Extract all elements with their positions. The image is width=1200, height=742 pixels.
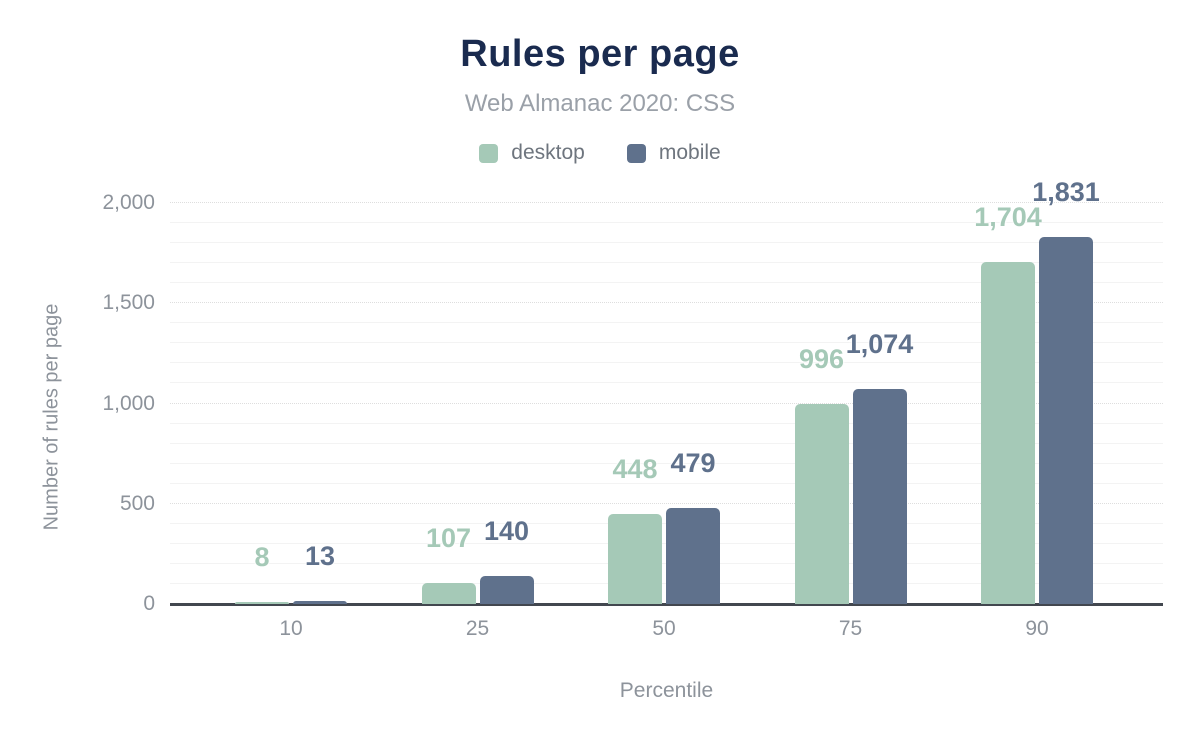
gridline-minor [170, 482, 1163, 484]
legend-label: mobile [658, 141, 721, 164]
legend-swatch-mobile [626, 143, 646, 163]
bar-value-label-desktop: 8 [254, 542, 270, 573]
y-tick-label: 2,000 [102, 191, 155, 214]
bar-value-label-mobile: 140 [483, 515, 530, 546]
gridline-minor [170, 362, 1163, 364]
y-tick-label: 0 [143, 592, 155, 615]
bar-desktop-p10 [235, 602, 289, 604]
x-tick-label: 90 [1025, 617, 1049, 640]
legend-swatch-desktop [479, 143, 499, 163]
gridline-major [170, 202, 1163, 203]
bar-mobile-p10 [293, 601, 347, 604]
bar-value-label-mobile: 1,831 [1032, 176, 1100, 207]
gridline-minor [170, 322, 1163, 324]
legend: desktop mobile [0, 141, 1200, 165]
gridline-minor [170, 282, 1163, 284]
legend-label: desktop [511, 141, 585, 164]
gridline-minor [170, 422, 1163, 424]
x-tick-label: 25 [465, 617, 490, 640]
gridline-minor [170, 342, 1163, 344]
bar-mobile-p25 [479, 575, 534, 604]
chart-title: Rules per page [460, 33, 740, 75]
bar-mobile-p90 [1039, 236, 1093, 604]
gridline-major [170, 502, 1163, 504]
bar-desktop-p50 [608, 514, 662, 604]
gridline-major [170, 302, 1163, 304]
bar-mobile-p50 [666, 507, 720, 604]
gridline-minor [170, 382, 1163, 384]
bar-value-label-desktop: 107 [425, 522, 472, 553]
gridline-major [170, 402, 1163, 404]
gridline-minor [170, 222, 1163, 224]
gridline-minor [170, 262, 1163, 264]
legend-item-mobile: mobile [626, 141, 721, 165]
x-axis-title: Percentile [619, 679, 714, 702]
gridline-minor [170, 242, 1163, 244]
x-axis-line [170, 603, 1163, 606]
bar-value-label-desktop: 1,704 [974, 202, 1042, 233]
bar-desktop-p25 [421, 582, 476, 604]
bar-value-label-desktop: 448 [612, 454, 658, 485]
gridline-minor [170, 462, 1163, 464]
x-tick-label: 10 [279, 617, 303, 640]
bar-value-label-mobile: 13 [304, 541, 336, 572]
plot-area: 8 13 107 140 448 479 996 1,074 1,704 1,831 [170, 178, 1163, 606]
legend-item-desktop: desktop [479, 141, 585, 165]
bar-desktop-p75 [794, 404, 849, 604]
bar-value-label-desktop: 996 [798, 344, 845, 375]
y-tick-label: 500 [119, 491, 155, 515]
bar-mobile-p75 [852, 388, 907, 604]
bar-desktop-p90 [981, 262, 1035, 604]
bar-value-label-mobile: 479 [670, 447, 716, 478]
x-tick-label: 75 [838, 617, 863, 640]
gridline-minor [170, 442, 1163, 444]
chart-subtitle: Web Almanac 2020: CSS [464, 90, 736, 117]
y-tick-label: 1,000 [102, 391, 155, 415]
y-tick-label: 1,500 [102, 291, 155, 315]
bar-value-label-mobile: 1,074 [845, 328, 914, 359]
x-tick-label: 50 [652, 617, 676, 640]
